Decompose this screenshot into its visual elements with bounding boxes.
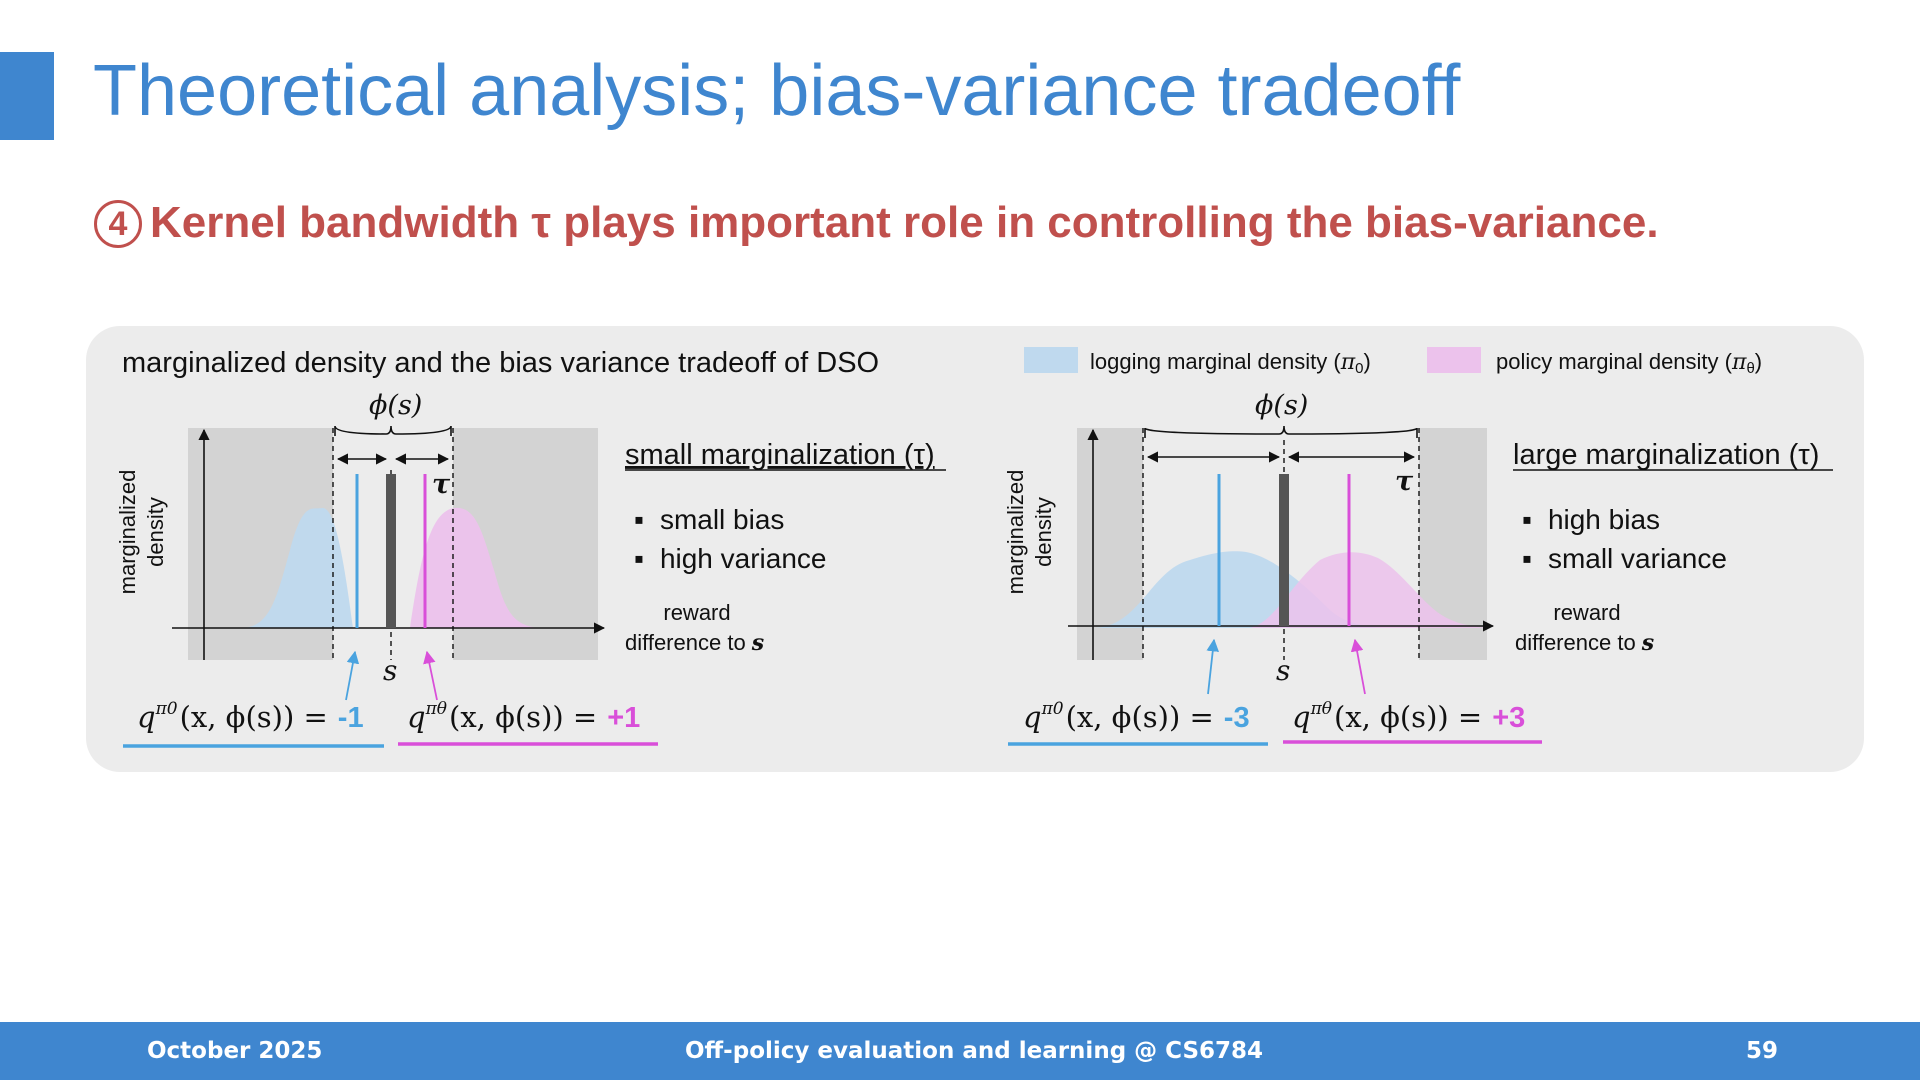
right-bullet-1: ▪ high bias: [1522, 504, 1660, 535]
title-accent-bar: [0, 52, 54, 140]
left-policy-density: [410, 507, 540, 628]
left-q0-formula: qπ0(x, ϕ(s)) = -1: [137, 699, 364, 734]
left-logging-pointer: [345, 650, 360, 701]
left-bullet-1: ▪ small bias: [634, 504, 784, 535]
right-s-label: s: [1276, 654, 1290, 687]
left-phi-brace: [334, 425, 452, 436]
left-logging-density: [240, 507, 353, 628]
right-phi-brace: [1144, 425, 1418, 438]
right-s-marker: [1279, 474, 1289, 626]
right-q0-formula: qπ0(x, ϕ(s)) = -3: [1023, 699, 1250, 734]
left-x-label-line2: difference to s: [625, 630, 764, 656]
right-qtheta-formula: qπθ(x, ϕ(s)) = +3: [1292, 699, 1525, 734]
left-policy-pointer: [423, 650, 438, 701]
left-s-label: s: [383, 654, 397, 687]
left-phi-label: ϕ(s): [369, 390, 422, 421]
subtitle-text: Kernel bandwidth τ plays important role …: [150, 198, 1659, 247]
svg-text:density: density: [143, 497, 168, 567]
left-tau-label: τ: [432, 469, 451, 500]
right-heading: large marginalization (τ): [1513, 439, 1819, 471]
left-qtheta-formula: qπθ(x, ϕ(s)) = +1: [407, 699, 640, 734]
footer-page-number: 59: [1746, 1038, 1779, 1064]
svg-text:marginalized: marginalized: [115, 470, 140, 595]
left-plot: ϕ(s) τ s marginalized density reward dif…: [115, 390, 764, 701]
left-bullet-2: ▪ high variance: [634, 543, 827, 574]
legend-logging-label: logging marginal density (π0): [1090, 349, 1371, 377]
left-s-marker: [386, 474, 396, 628]
right-tau-label: τ: [1395, 466, 1414, 497]
legend-policy-swatch: [1427, 347, 1481, 373]
right-plot: ϕ(s) τ s marginalized density reward dif…: [1003, 390, 1654, 695]
legend-policy-label: policy marginal density (πθ): [1496, 349, 1762, 377]
right-x-label-line2: difference to s: [1515, 630, 1654, 656]
svg-text:marginalized: marginalized: [1003, 470, 1028, 595]
left-x-label-line1: reward: [663, 600, 730, 625]
right-bullet-2: ▪ small variance: [1522, 543, 1727, 574]
legend-logging-swatch: [1024, 347, 1078, 373]
right-x-label-line1: reward: [1553, 600, 1620, 625]
right-logging-pointer: [1206, 638, 1220, 695]
right-policy-pointer: [1350, 638, 1366, 695]
left-y-label: marginalized density: [115, 470, 168, 595]
slide-subtitle: 4 Kernel bandwidth τ plays important role…: [94, 198, 1659, 248]
slide-title: Theoretical analysis; bias-variance trad…: [93, 51, 1461, 131]
right-phi-label: ϕ(s): [1255, 390, 1308, 421]
svg-text:density: density: [1031, 497, 1056, 567]
left-heading: small marginalization (τ): [625, 439, 935, 471]
footer-course: Off-policy evaluation and learning @ CS6…: [685, 1038, 1264, 1064]
subtitle-number-badge: 4: [94, 200, 142, 248]
slide-footer: October 2025 Off-policy evaluation and l…: [0, 1022, 1920, 1080]
right-y-label: marginalized density: [1003, 470, 1056, 595]
footer-date: October 2025: [147, 1038, 323, 1064]
right-policy-density: [1250, 552, 1495, 628]
figure-caption: marginalized density and the bias varian…: [122, 347, 879, 379]
